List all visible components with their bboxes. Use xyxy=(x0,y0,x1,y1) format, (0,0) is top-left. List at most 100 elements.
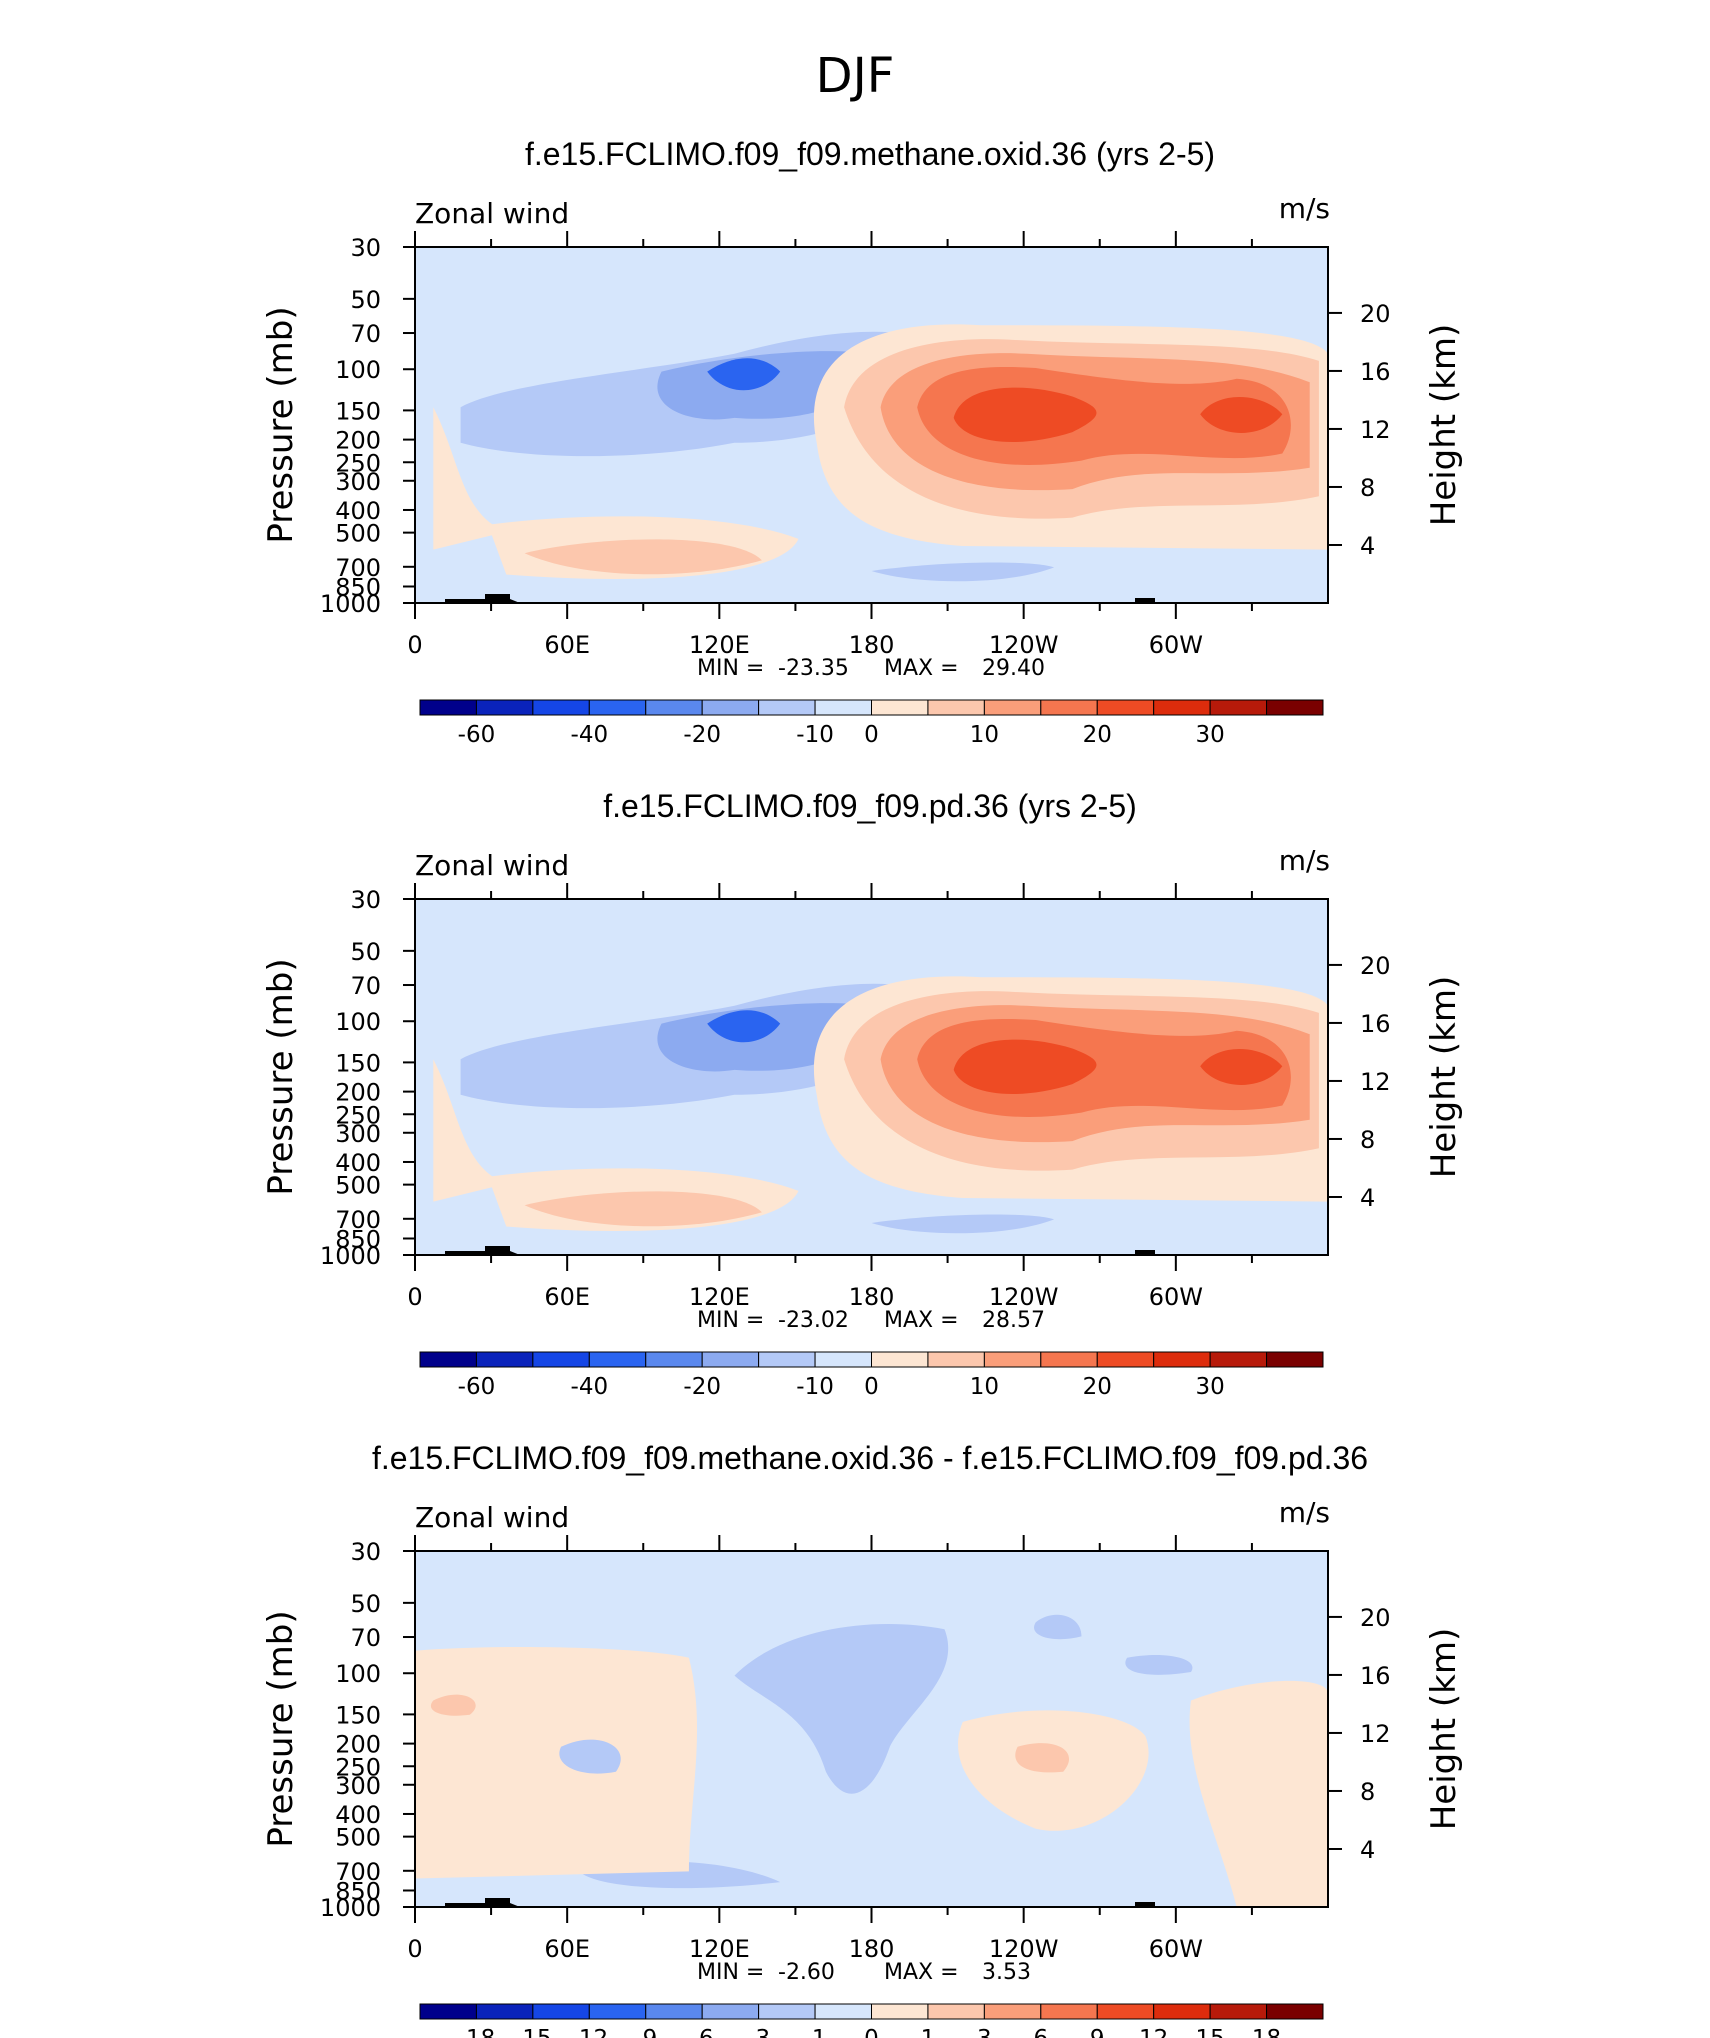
colorbar-label: -20 xyxy=(683,1374,721,1400)
variable-label: Zonal wind xyxy=(415,849,569,882)
y2-tick-label: 12 xyxy=(1360,1720,1391,1748)
y-tick-label: 700 xyxy=(335,1858,381,1886)
colorbar-box xyxy=(983,2003,1042,2020)
x-tick-label: 180 xyxy=(849,1283,895,1311)
topography xyxy=(1135,1250,1155,1255)
colorbar-label: 30 xyxy=(1195,722,1224,748)
y2-tick-label: 20 xyxy=(1360,300,1391,328)
y2-tick-label: 4 xyxy=(1360,1184,1375,1212)
y2-axis-title: Height (km) xyxy=(1424,1628,1464,1831)
colorbar-box xyxy=(1040,699,1098,716)
colorbar-label: 6 xyxy=(1033,2026,1048,2038)
y-tick-label: 300 xyxy=(335,1120,381,1148)
topography xyxy=(1135,598,1155,603)
y-tick-label: 70 xyxy=(350,972,381,1000)
x-tick-label: 60W xyxy=(1149,1935,1203,1963)
y-tick-label: 100 xyxy=(335,1660,381,1688)
colorbar-label: -6 xyxy=(691,2026,714,2038)
max-value: 3.53 xyxy=(982,1960,1031,1985)
colorbar-label: 3 xyxy=(977,2026,992,2038)
x-tick-label: 120W xyxy=(989,631,1059,659)
colorbar-label: -1 xyxy=(804,2026,827,2038)
colorbar-box xyxy=(475,1351,534,1368)
colorbar-box xyxy=(532,699,590,716)
x-tick-label: 120E xyxy=(689,1935,750,1963)
colorbar-box xyxy=(1209,1351,1268,1368)
contour-region xyxy=(415,1646,1328,1907)
colorbar-box xyxy=(814,1351,872,1368)
colorbar-label: -40 xyxy=(571,722,609,748)
x-tick-label: 60E xyxy=(544,631,590,659)
colorbar-label: -40 xyxy=(571,1374,609,1400)
variable-label: Zonal wind xyxy=(415,197,569,230)
y-tick-label: 300 xyxy=(335,1772,381,1800)
y2-tick-label: 12 xyxy=(1360,416,1391,444)
y-tick-label: 500 xyxy=(335,1824,381,1852)
y-tick-label: 250 xyxy=(335,1101,381,1129)
contour-region xyxy=(871,1214,1055,1234)
panel-3: f.e15.FCLIMO.f09_f09.methane.oxid.36 - f… xyxy=(261,1440,1464,2038)
y-tick-label: 200 xyxy=(335,1079,381,1107)
colorbar-box xyxy=(1209,699,1268,716)
colorbar-box xyxy=(645,699,703,716)
colorbar-box xyxy=(419,699,477,716)
figure-title: DJF xyxy=(816,48,895,104)
colorbar-label: -9 xyxy=(634,2026,657,2038)
y-tick-label: 500 xyxy=(335,1172,381,1200)
y2-tick-label: 4 xyxy=(1360,532,1375,560)
x-tick-label: 0 xyxy=(407,1283,422,1311)
colorbar-box xyxy=(1266,1351,1324,1368)
contour-region xyxy=(559,1739,621,1774)
colorbar-box xyxy=(701,1351,760,1368)
max-value: 29.40 xyxy=(982,656,1045,681)
colorbar-label: 12 xyxy=(1139,2026,1168,2038)
colorbar-box xyxy=(475,699,534,716)
colorbar-label: -10 xyxy=(796,722,834,748)
contour-region xyxy=(433,407,799,579)
colorbar-box xyxy=(1040,1351,1098,1368)
min-label: MIN = xyxy=(697,1308,764,1333)
colorbar-label: 9 xyxy=(1090,2026,1105,2038)
y2-tick-label: 16 xyxy=(1360,358,1391,386)
colorbar-box xyxy=(1153,1351,1211,1368)
panel-title: f.e15.FCLIMO.f09_f09.pd.36 (yrs 2-5) xyxy=(603,788,1137,824)
y-tick-label: 300 xyxy=(335,468,381,496)
colorbar-box xyxy=(758,1351,816,1368)
colorbar-box xyxy=(927,2003,985,2020)
colorbar-box xyxy=(1209,2003,1268,2020)
y2-tick-label: 16 xyxy=(1360,1662,1391,1690)
x-tick-label: 60W xyxy=(1149,631,1203,659)
max-value: 28.57 xyxy=(982,1308,1045,1333)
colorbar-box xyxy=(645,1351,703,1368)
x-tick-label: 0 xyxy=(407,631,422,659)
y2-tick-label: 8 xyxy=(1360,474,1375,502)
colorbar-label: 20 xyxy=(1083,1374,1112,1400)
y2-tick-label: 20 xyxy=(1360,952,1391,980)
y2-axis-title: Height (km) xyxy=(1424,324,1464,527)
colorbar-box xyxy=(927,1351,985,1368)
colorbar-box xyxy=(1096,699,1155,716)
panel-2: f.e15.FCLIMO.f09_f09.pd.36 (yrs 2-5) Zona… xyxy=(261,788,1464,1400)
y-axis-title: Pressure (mb) xyxy=(261,958,301,1195)
y-tick-label: 50 xyxy=(350,938,381,966)
colorbar-box xyxy=(701,2003,760,2020)
y-axis-title: Pressure (mb) xyxy=(261,306,301,543)
colorbar-label: 20 xyxy=(1083,722,1112,748)
y-tick-label: 1000 xyxy=(320,590,381,618)
y-tick-label: 70 xyxy=(350,1624,381,1652)
y-tick-label: 500 xyxy=(335,520,381,548)
colorbar-box xyxy=(983,1351,1042,1368)
contour-region xyxy=(707,1010,781,1043)
colorbar-box xyxy=(871,1351,929,1368)
x-tick-label: 60E xyxy=(544,1283,590,1311)
y-tick-label: 400 xyxy=(335,1801,381,1829)
contour-region xyxy=(415,916,1328,942)
y2-tick-label: 8 xyxy=(1360,1126,1375,1154)
contour-region xyxy=(415,264,1328,290)
colorbar-box xyxy=(588,699,647,716)
contour-region xyxy=(953,1039,1283,1094)
colorbar-box xyxy=(758,699,816,716)
colorbar-label: -60 xyxy=(458,1374,496,1400)
min-label: MIN = xyxy=(697,656,764,681)
panel-title: f.e15.FCLIMO.f09_f09.methane.oxid.36 (yr… xyxy=(525,136,1215,172)
